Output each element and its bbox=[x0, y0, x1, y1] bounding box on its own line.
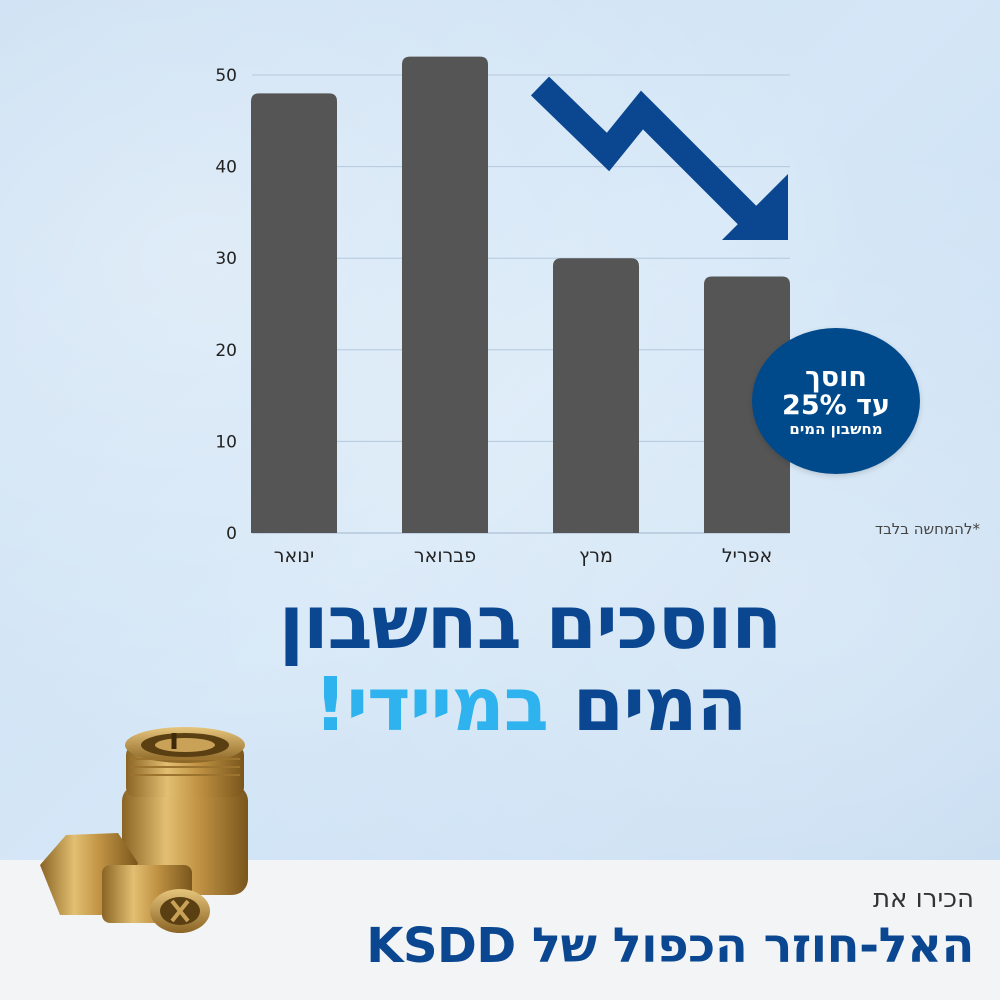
badge-line3: מחשבון המים bbox=[789, 420, 883, 439]
x-axis-categories: ינואר פברואר מרץ אפריל bbox=[274, 545, 772, 567]
y-tick-label: 0 bbox=[226, 524, 237, 544]
y-tick-label: 50 bbox=[215, 66, 237, 86]
savings-badge: חוסך עד 25% מחשבון המים bbox=[752, 328, 920, 474]
product-title: האל-חוזר הכפול של KSDD bbox=[366, 918, 974, 974]
headline-line2: המים במיידי! bbox=[200, 664, 860, 746]
x-category-label: ינואר bbox=[274, 545, 314, 567]
y-tick-label: 10 bbox=[215, 432, 237, 452]
headline: חוסכים בחשבון המים במיידי! bbox=[200, 582, 860, 746]
headline-line2-accent: במיידי! bbox=[313, 662, 549, 748]
bar bbox=[553, 258, 639, 533]
y-tick-label: 30 bbox=[215, 249, 237, 269]
x-category-label: פברואר bbox=[414, 545, 476, 567]
chart-gridlines bbox=[252, 74, 790, 534]
headline-line2-main: המים bbox=[572, 662, 748, 748]
brass-valve-icon bbox=[40, 727, 248, 933]
headline-line1: חוסכים בחשבון bbox=[278, 580, 783, 666]
x-category-label: אפריל bbox=[722, 545, 772, 567]
badge-line1: חוסך bbox=[805, 361, 867, 393]
y-tick-label: 40 bbox=[215, 158, 237, 178]
trend-down-arrow-icon bbox=[530, 76, 788, 240]
badge-line2: עד 25% bbox=[782, 390, 890, 422]
y-axis-ticks: 0 10 20 30 40 50 bbox=[215, 66, 237, 544]
bar bbox=[251, 93, 337, 533]
bar-chart: 0 10 20 30 40 50 ינואר פברואר מרץ אפריל bbox=[215, 56, 790, 567]
chart-bars bbox=[251, 56, 790, 534]
bar bbox=[402, 56, 488, 534]
footnote: *להמחשה בלבד bbox=[874, 520, 980, 538]
product-intro: הכירו את bbox=[872, 884, 974, 914]
bar bbox=[704, 276, 790, 533]
x-category-label: מרץ bbox=[579, 545, 613, 567]
y-tick-label: 20 bbox=[215, 341, 237, 361]
